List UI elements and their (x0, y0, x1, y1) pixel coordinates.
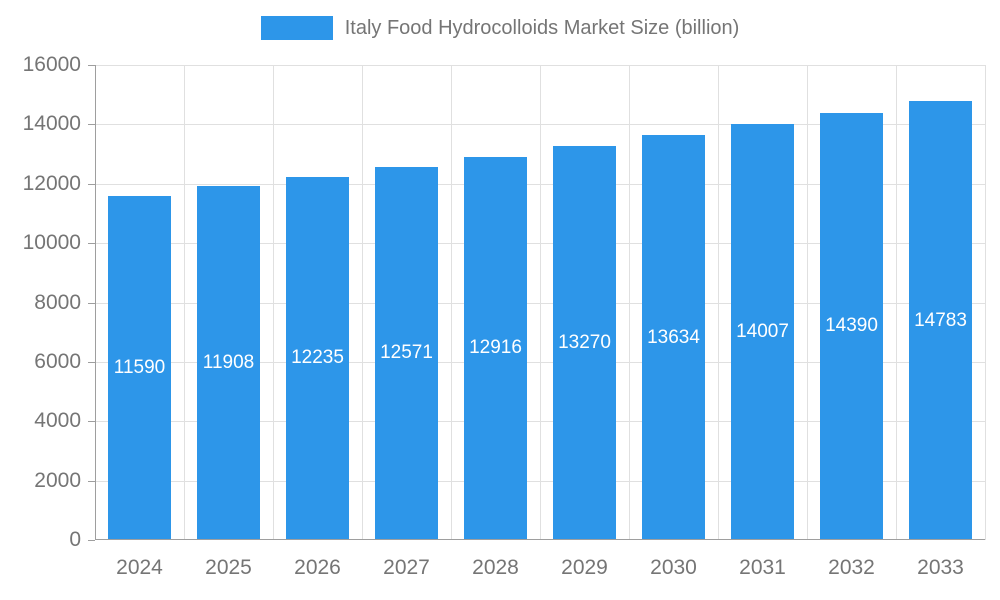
x-axis-label-2032: 2032 (828, 556, 875, 579)
bar-2024[interactable] (108, 195, 171, 540)
y-axis-label: 6000 (34, 349, 81, 373)
y-axis-tick (88, 480, 95, 482)
x-axis-label-2031: 2031 (739, 556, 786, 579)
chart-legend[interactable]: Italy Food Hydrocolloids Market Size (bi… (0, 16, 1000, 40)
y-axis-tick (88, 540, 95, 541)
x-axis-label-2026: 2026 (294, 556, 341, 579)
bar-2031[interactable] (731, 124, 794, 540)
y-axis-label: 4000 (34, 409, 81, 433)
x-axis-label-2024: 2024 (116, 556, 163, 579)
y-axis-tick (88, 421, 95, 423)
x-axis-label-2033: 2033 (917, 556, 964, 579)
y-axis-tick (88, 302, 95, 304)
bar-2028[interactable] (464, 156, 527, 540)
y-axis-label: 12000 (22, 171, 81, 195)
x-axis-label-2027: 2027 (383, 556, 430, 579)
gridline-vertical (540, 65, 541, 540)
y-axis-line (95, 65, 96, 540)
bar-2029[interactable] (553, 146, 616, 540)
bar-2032[interactable] (820, 112, 883, 540)
bar-2030[interactable] (642, 135, 705, 540)
bar-2033[interactable] (909, 101, 972, 540)
gridline-vertical (629, 65, 630, 540)
x-axis-label-2030: 2030 (650, 556, 697, 579)
y-axis-label: 2000 (34, 468, 81, 492)
bar-2027[interactable] (375, 166, 438, 540)
gridline-vertical (896, 65, 897, 540)
y-axis-label: 14000 (22, 112, 81, 136)
gridline-vertical (718, 65, 719, 540)
y-axis-tick (88, 65, 95, 66)
gridline-vertical (184, 65, 185, 540)
y-axis-tick (88, 361, 95, 363)
y-axis-label: 8000 (34, 290, 81, 314)
y-axis-label: 16000 (22, 53, 81, 76)
gridline-vertical (362, 65, 363, 540)
x-axis-label-2028: 2028 (472, 556, 519, 579)
legend-label: Italy Food Hydrocolloids Market Size (bi… (344, 17, 740, 39)
x-axis-label-2025: 2025 (205, 556, 252, 579)
plot-area: 0 2000 4000 6000 8000 10000 12000 14000 16000 115… (23, 53, 986, 579)
x-axis-line (95, 539, 985, 540)
y-axis-label: 0 (69, 528, 81, 551)
gridline-vertical (451, 65, 452, 540)
y-axis-tick (88, 183, 95, 185)
gridline-vertical (273, 65, 274, 540)
bar-2025[interactable] (197, 186, 260, 540)
y-axis-tick (88, 124, 95, 126)
bar-2026[interactable] (286, 176, 349, 540)
gridline-vertical (807, 65, 808, 540)
gridline-vertical (985, 65, 986, 540)
y-axis-tick (88, 243, 95, 245)
x-axis-label-2029: 2029 (561, 556, 608, 579)
y-axis-label: 10000 (22, 231, 81, 255)
legend-swatch-icon (260, 16, 333, 40)
